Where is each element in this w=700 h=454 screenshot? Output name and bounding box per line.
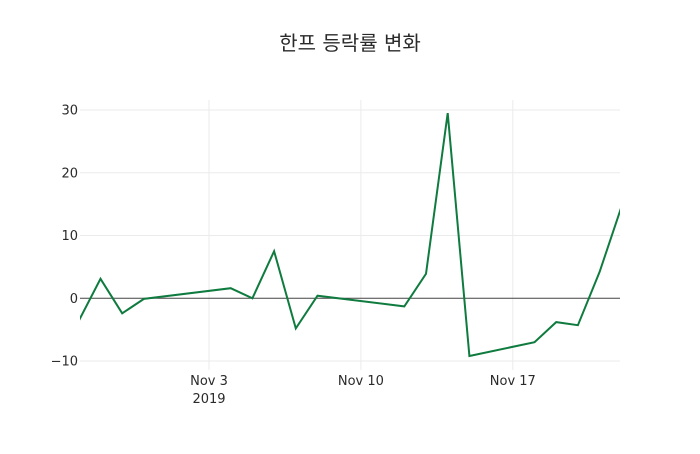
x-tick-label: Nov 17 <box>490 374 536 389</box>
x-axis-ticks: Nov 3 2019 Nov 10 Nov 17 <box>190 374 536 407</box>
y-gridlines <box>80 109 620 362</box>
x-tick-label: Nov 3 <box>190 374 228 389</box>
y-tick-label: 20 <box>61 166 78 181</box>
y-tick-label: −10 <box>51 355 78 370</box>
y-axis-ticks: −10 0 10 20 30 <box>51 104 78 370</box>
series-line <box>80 112 620 358</box>
x-tick-sublabel: 2019 <box>192 392 225 407</box>
chart-title: 한프 등락률 변화 <box>279 31 421 55</box>
x-tick-label: Nov 10 <box>338 374 384 389</box>
y-tick-label: 0 <box>70 292 78 307</box>
y-tick-label: 10 <box>61 229 78 244</box>
y-tick-label: 30 <box>61 104 78 119</box>
x-gridlines <box>208 100 514 370</box>
